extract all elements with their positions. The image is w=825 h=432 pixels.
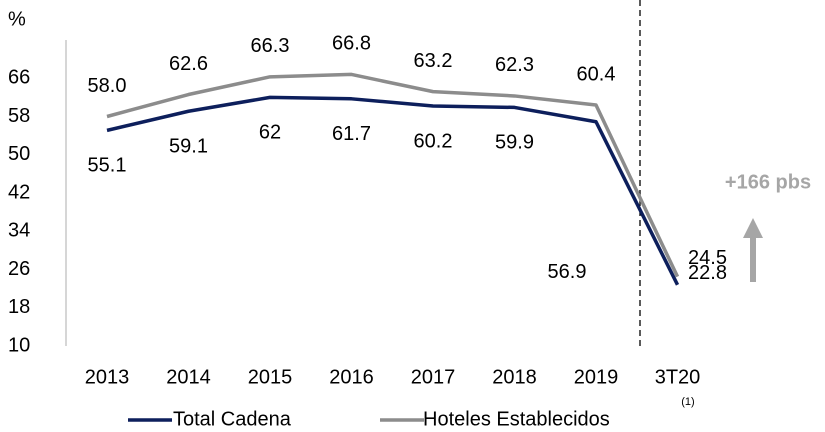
arrow-head	[743, 218, 763, 238]
x-tick-label: 2016	[329, 366, 374, 388]
y-axis-label: %	[8, 8, 26, 30]
data-label: 58.0	[88, 75, 127, 97]
data-label: 62.6	[169, 53, 208, 75]
data-label: 59.1	[169, 136, 208, 158]
data-label: 55.1	[88, 155, 127, 177]
data-label: 66.3	[251, 35, 290, 57]
y-tick-label: 58	[8, 105, 30, 127]
legend-label: Total Cadena	[173, 408, 292, 430]
y-tick-label: 18	[8, 296, 30, 318]
data-label: 63.2	[414, 50, 453, 72]
y-tick-label: 66	[8, 67, 30, 89]
annotation: +166 pbs	[725, 171, 811, 193]
data-label: 60.4	[577, 63, 616, 85]
x-tick-label: 2015	[248, 366, 293, 388]
x-tick-label: 2014	[166, 366, 211, 388]
y-tick-label: 26	[8, 258, 30, 280]
data-label: 22.8	[688, 262, 727, 284]
data-label: 62	[259, 122, 281, 144]
data-label: 62.3	[495, 54, 534, 76]
y-tick-label: 34	[8, 220, 30, 242]
x-tick-label: 2013	[85, 366, 130, 388]
legend-label: Hoteles Establecidos	[423, 408, 610, 430]
series-line	[106, 95, 680, 286]
data-label: 59.9	[495, 132, 534, 154]
x-tick-label: 2018	[492, 366, 537, 388]
x-tick-label: 2019	[574, 366, 619, 388]
x-tick-label: 2017	[411, 366, 456, 388]
data-label: 56.9	[548, 261, 587, 283]
data-label: 60.2	[414, 130, 453, 152]
x-tick-label: 3T20	[655, 366, 701, 388]
y-tick-label: 50	[8, 143, 30, 165]
legend-note: (1)	[681, 396, 694, 408]
data-label: 66.8	[332, 33, 371, 55]
data-label: 24.5	[688, 247, 727, 269]
y-tick-label: 10	[8, 334, 30, 356]
series-line	[106, 72, 680, 278]
data-label: 61.7	[332, 123, 371, 145]
y-tick-label: 42	[8, 181, 30, 203]
